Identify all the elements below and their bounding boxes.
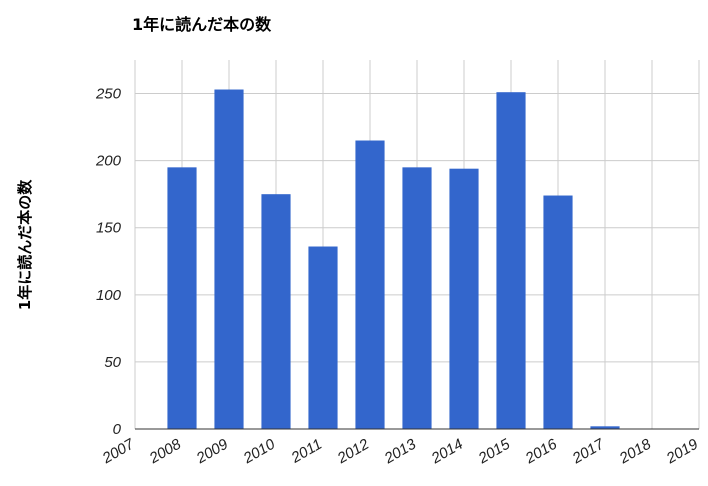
chart-title: 1年に読んだ本の数 bbox=[132, 15, 272, 34]
y-tick-label: 200 bbox=[95, 153, 122, 170]
x-tick-label: 2019 bbox=[663, 435, 702, 467]
x-tick-label: 2015 bbox=[475, 435, 514, 467]
x-tick-label: 2018 bbox=[616, 435, 655, 467]
bar-2017 bbox=[590, 426, 620, 429]
bar-2008 bbox=[167, 167, 197, 429]
bar-2014 bbox=[449, 168, 479, 430]
bar-2012 bbox=[355, 140, 385, 429]
y-tick-label: 250 bbox=[95, 86, 122, 103]
bar-2015 bbox=[496, 92, 526, 429]
y-tick-label: 50 bbox=[104, 354, 121, 371]
bar-2011 bbox=[308, 246, 338, 429]
y-tick-label: 150 bbox=[96, 220, 122, 237]
x-tick-label: 2012 bbox=[334, 435, 373, 467]
bar-2013 bbox=[402, 167, 432, 429]
bars bbox=[167, 89, 620, 430]
y-tick-label: 100 bbox=[96, 287, 122, 304]
x-tick-label: 2007 bbox=[99, 435, 138, 467]
bar-2009 bbox=[214, 89, 244, 430]
x-tick-label: 2010 bbox=[240, 435, 279, 467]
x-tick-label: 2013 bbox=[381, 435, 420, 467]
x-tick-label: 2014 bbox=[428, 436, 466, 468]
x-tick-label: 2011 bbox=[288, 436, 325, 467]
y-tick-labels: 0 50 100 150 200 250 bbox=[95, 86, 122, 438]
x-tick-label: 2008 bbox=[146, 435, 185, 467]
x-tick-labels: 2007 2008 2009 2010 2011 2012 2013 2014 2015 2016… bbox=[99, 435, 702, 467]
x-tick-label: 2016 bbox=[522, 435, 561, 467]
x-tick-label: 2017 bbox=[569, 435, 608, 467]
y-tick-label: 0 bbox=[113, 421, 122, 438]
bar-2016 bbox=[543, 195, 573, 429]
x-tick-label: 2009 bbox=[193, 435, 232, 467]
bar-2010 bbox=[261, 194, 291, 429]
y-axis-label: 1年に読んだ本の数 bbox=[16, 179, 34, 310]
